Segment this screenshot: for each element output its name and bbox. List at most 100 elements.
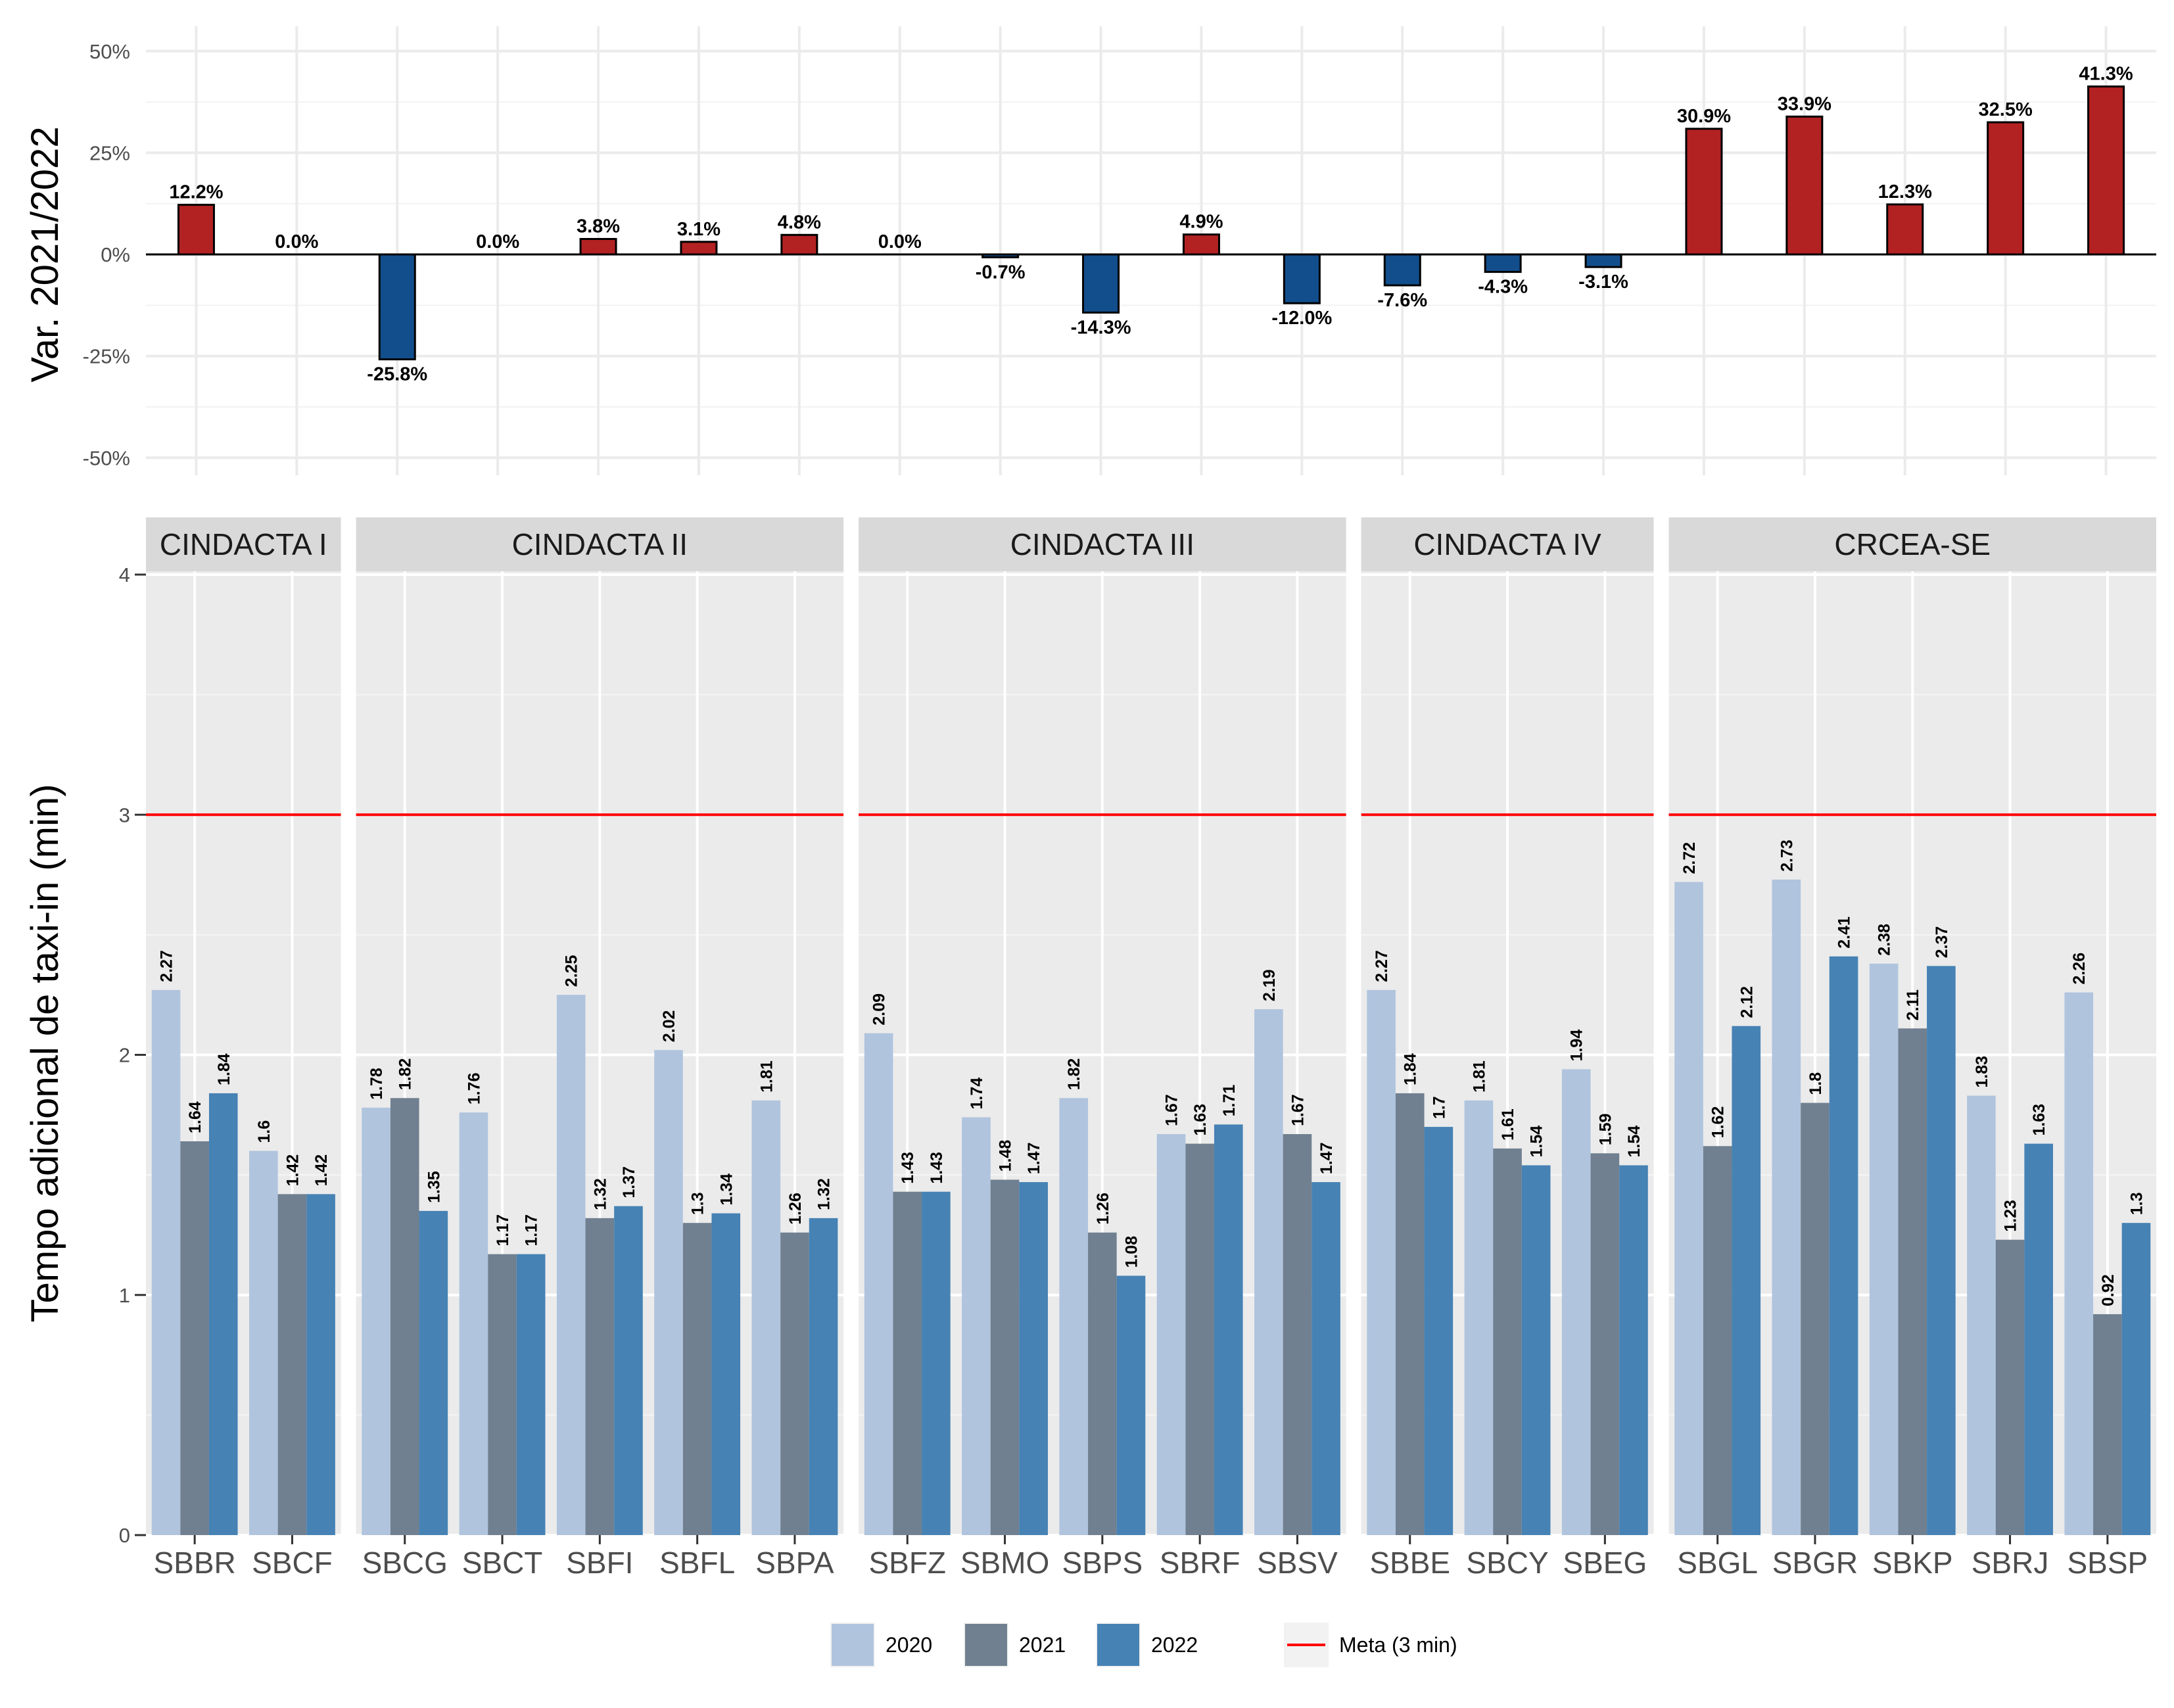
variation-bar <box>1383 253 1421 287</box>
bar-value-label: 1.23 <box>2002 1200 2020 1232</box>
bar-value-label: 1.76 <box>465 1072 483 1104</box>
x-tick-label: SBFI <box>566 1546 633 1580</box>
variation-label: -4.3% <box>1478 277 1528 298</box>
y-tick-label: 50% <box>89 40 130 63</box>
bar-2021 <box>990 1179 1020 1535</box>
bar-value-label: 1.8 <box>1807 1072 1825 1095</box>
bar-value-label: 1.64 <box>186 1101 204 1133</box>
bar-2021 <box>1995 1239 2025 1535</box>
variation-label: -0.7% <box>976 262 1026 283</box>
bar-2020 <box>1674 882 1703 1535</box>
variation-bar <box>680 241 718 256</box>
bar-value-label: 1.43 <box>928 1152 946 1184</box>
variation-label: 0.0% <box>275 231 318 252</box>
bar-value-label: 1.83 <box>1973 1056 1991 1088</box>
bar-value-label: 1.26 <box>1094 1193 1112 1225</box>
variation-bar <box>1886 203 1924 256</box>
plot-background <box>146 26 2156 475</box>
bar-2021 <box>1185 1143 1214 1535</box>
bar-value-label: 1.63 <box>1191 1104 1210 1136</box>
bar-2022 <box>516 1254 546 1535</box>
bar-2021 <box>893 1191 922 1535</box>
y-tick-label: 25% <box>89 141 130 164</box>
bar-value-label: 1.84 <box>215 1053 233 1085</box>
bar-value-label: 1.94 <box>1568 1030 1586 1062</box>
bar-2020 <box>1254 1009 1283 1535</box>
bar-value-label: 1.81 <box>757 1060 776 1093</box>
bar-2020 <box>654 1050 683 1535</box>
variation-label: 0.0% <box>476 231 519 252</box>
bar-value-label: 2.02 <box>660 1010 678 1043</box>
facet-panel: CINDACTA IV 2.27 1.84 1.7 SBBE 1.81 1.61 1.54 SB… <box>1361 517 1654 1580</box>
variation-label: 3.8% <box>577 216 620 237</box>
bar-2022 <box>1116 1275 1146 1535</box>
bar-value-label: 2.11 <box>1904 989 1922 1020</box>
bar-value-label: 1.17 <box>523 1214 541 1246</box>
legend: 2020 2021 2022 Meta (3 min) <box>830 1623 1457 1667</box>
legend-key-2020 <box>832 1624 874 1666</box>
bar-2022 <box>809 1218 838 1535</box>
bar-2021 <box>390 1098 419 1535</box>
x-tick-label: SBMO <box>960 1546 1049 1580</box>
facet-strip <box>146 517 341 571</box>
variation-label: 4.9% <box>1179 212 1223 233</box>
bar-value-label: 1.84 <box>1402 1053 1420 1085</box>
bar-2020 <box>1967 1095 1996 1535</box>
variation-bar <box>177 204 215 256</box>
bar-value-label: 2.27 <box>1373 950 1391 982</box>
bar-value-label: 2.26 <box>2070 953 2089 985</box>
variation-label: 3.1% <box>677 219 721 240</box>
bar-value-label: 1.42 <box>283 1154 302 1187</box>
bar-2022 <box>711 1213 741 1535</box>
bar-2020 <box>556 995 586 1535</box>
bar-value-label: 1.3 <box>689 1192 707 1215</box>
bar-value-label: 2.09 <box>870 993 889 1026</box>
bar-value-label: 1.71 <box>1220 1085 1239 1117</box>
variation-bar <box>1484 253 1522 273</box>
y-tick-label: 1 <box>119 1284 130 1307</box>
bar-2022 <box>922 1191 951 1535</box>
variation-label: 4.8% <box>778 212 821 233</box>
x-tick-label: SBBE <box>1369 1546 1450 1580</box>
bar-2020 <box>1561 1069 1591 1535</box>
x-tick-label: SBPA <box>755 1546 834 1580</box>
bar-2021 <box>1493 1148 1522 1535</box>
x-tick-label: SBPS <box>1062 1546 1143 1580</box>
bar-2020 <box>1869 963 1899 1535</box>
variation-label: -7.6% <box>1377 290 1427 311</box>
bar-2022 <box>1019 1182 1048 1535</box>
variation-label: 41.3% <box>2079 64 2133 85</box>
y-tick-label: 0 <box>119 1524 130 1547</box>
bar-value-label: 1.59 <box>1596 1114 1615 1146</box>
bar-value-label: 1.26 <box>786 1193 805 1225</box>
facet-panel: CINDACTA III 2.09 1.43 1.43 SBFZ 1.74 1.48 1.47… <box>859 517 1346 1580</box>
x-tick-label: SBBR <box>154 1546 236 1580</box>
bar-2022 <box>2024 1143 2053 1535</box>
bar-value-label: 1.67 <box>1163 1094 1181 1126</box>
variation-bar <box>1685 128 1723 256</box>
bar-2022 <box>1311 1182 1340 1535</box>
bar-value-label: 1.67 <box>1288 1094 1307 1126</box>
bar-value-label: 1.42 <box>312 1154 331 1187</box>
legend-key-2022 <box>1097 1624 1139 1666</box>
bar-2020 <box>1367 989 1396 1535</box>
variation-bar <box>1283 253 1321 304</box>
x-tick-label: SBCF <box>252 1546 333 1580</box>
variation-bar <box>780 233 818 256</box>
bar-value-label: 2.19 <box>1260 969 1279 1001</box>
variation-label: 12.3% <box>1878 181 1932 202</box>
bar-value-label: 1.08 <box>1122 1236 1141 1268</box>
variation-bar <box>1584 253 1622 268</box>
facet-title: CINDACTA III <box>1010 527 1194 561</box>
bar-2020 <box>1156 1134 1186 1535</box>
y-tick-label: 2 <box>119 1044 130 1067</box>
bar-value-label: 1.78 <box>367 1068 386 1100</box>
bar-2021 <box>1590 1153 1620 1535</box>
x-tick-label: SBCG <box>362 1546 448 1580</box>
bar-2021 <box>2093 1314 2122 1535</box>
legend-label: 2020 <box>886 1633 932 1657</box>
bar-2021 <box>1395 1093 1425 1535</box>
bar-2022 <box>1619 1165 1648 1535</box>
bar-value-label: 2.25 <box>563 955 581 987</box>
bar-2020 <box>1772 879 1801 1535</box>
